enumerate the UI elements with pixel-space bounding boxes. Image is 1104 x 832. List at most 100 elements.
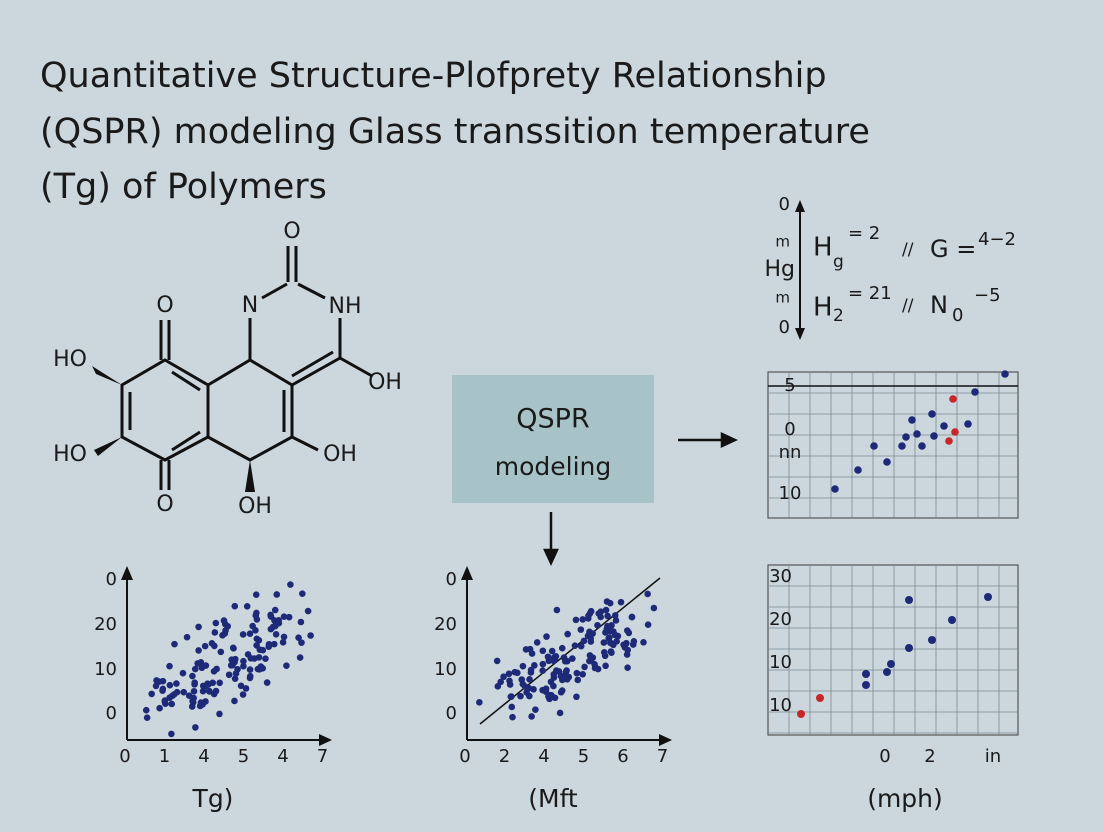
dot	[572, 616, 580, 624]
dot	[221, 630, 229, 637]
dot	[533, 639, 541, 646]
dot	[984, 593, 992, 601]
caption: Tg)	[192, 784, 234, 813]
title-line: (Tg) of Polymers	[40, 167, 327, 207]
dot	[594, 665, 602, 673]
dot	[553, 606, 561, 614]
dot	[212, 619, 220, 627]
caption: (Mft	[528, 784, 578, 813]
dot	[913, 430, 921, 438]
axis-arrow	[121, 566, 133, 580]
axis-label: 0	[779, 317, 790, 338]
dot	[195, 647, 202, 654]
dot	[262, 655, 269, 662]
dot	[608, 649, 615, 656]
dot	[610, 641, 617, 649]
box-title: QSPR	[516, 404, 589, 435]
dot	[600, 648, 608, 656]
dot	[574, 676, 582, 684]
dot	[225, 671, 233, 679]
dot	[527, 669, 535, 676]
title-line: Quantitative Structure-Plofprety Relatio…	[40, 56, 827, 96]
atom: O	[156, 293, 173, 318]
dot	[296, 654, 304, 661]
atom: O	[156, 492, 173, 517]
dot	[191, 665, 199, 673]
dot	[259, 646, 267, 654]
dot	[197, 659, 205, 666]
dot	[216, 679, 224, 687]
x-tick-label: 0	[119, 746, 130, 767]
dot	[279, 639, 287, 646]
dot	[252, 591, 260, 598]
dot	[232, 670, 240, 677]
eq: 2	[833, 306, 844, 326]
box-subtitle: modeling	[495, 452, 612, 481]
dot	[887, 660, 895, 668]
dot	[240, 657, 247, 665]
x-tick-label: 6	[617, 746, 628, 767]
dot	[526, 692, 533, 700]
dot	[156, 704, 163, 712]
y-tick-label: 0	[106, 569, 117, 590]
y-tick-label: 10	[769, 695, 792, 716]
dot	[497, 678, 505, 686]
dot	[898, 442, 906, 450]
dot	[171, 640, 178, 648]
dot	[196, 702, 204, 710]
dot	[650, 604, 658, 612]
dot	[948, 616, 956, 624]
dot	[586, 652, 594, 659]
dot	[148, 690, 155, 698]
dot	[585, 612, 592, 620]
dot	[231, 655, 239, 663]
dot	[505, 670, 513, 678]
dot	[272, 630, 280, 638]
atom: NH	[329, 294, 362, 319]
atom: HO	[53, 347, 87, 372]
dot	[612, 617, 620, 624]
dot	[629, 641, 637, 648]
dot	[192, 724, 199, 731]
dot	[532, 706, 539, 713]
dot	[211, 642, 218, 650]
dot	[870, 442, 878, 450]
eq: = 2	[848, 223, 880, 244]
dot	[255, 654, 263, 661]
y-tick-label: nn	[779, 442, 802, 463]
dot	[166, 662, 173, 670]
dot	[285, 613, 293, 621]
dot	[883, 458, 891, 466]
dot	[283, 662, 290, 669]
dot	[620, 641, 627, 649]
dot	[211, 629, 219, 636]
dot	[862, 681, 870, 689]
dot	[202, 662, 210, 669]
arrows	[543, 432, 738, 566]
dot	[577, 642, 585, 650]
dot	[558, 644, 566, 652]
dot	[280, 633, 288, 641]
dot	[579, 670, 586, 678]
dot	[528, 650, 536, 657]
dot	[253, 616, 261, 623]
molecule-wedges	[92, 366, 255, 492]
dot	[539, 660, 547, 668]
dot	[556, 709, 564, 717]
dot	[539, 647, 547, 655]
dot	[586, 657, 593, 665]
y-tick-label: 0	[106, 703, 117, 724]
dot	[299, 590, 306, 597]
molecule-bonds	[120, 246, 373, 490]
dot	[928, 636, 936, 644]
dot	[231, 697, 238, 705]
dot	[644, 590, 651, 598]
x-tick-label: in	[985, 746, 1001, 767]
dot	[854, 466, 862, 474]
dot	[602, 606, 610, 614]
dot	[625, 629, 633, 637]
dot	[271, 606, 279, 614]
dot	[183, 633, 191, 641]
dot	[272, 622, 279, 630]
dot	[557, 672, 565, 680]
